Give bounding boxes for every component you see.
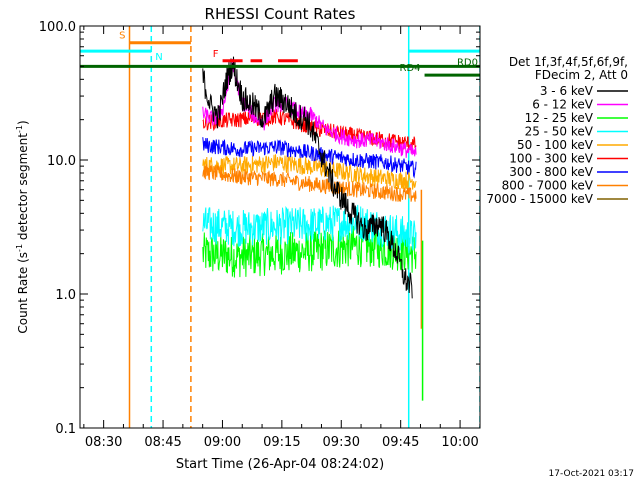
legend-label: 100 - 300 keV — [509, 152, 593, 166]
series-trace-800-7000-keV — [202, 164, 417, 202]
flag-labels: S N F RD0 RD4 — [119, 31, 478, 74]
legend-label: 800 - 7000 keV — [502, 179, 594, 193]
footer-timestamp: 17-Oct-2021 03:17 — [549, 469, 634, 479]
flag-label-rd4-7: RD4 — [400, 63, 421, 74]
legend: Det 1f,3f,4f,5f,6f,9f, FDecim 2, Att 0 3… — [486, 55, 628, 206]
legend-label: 3 - 6 keV — [540, 84, 594, 98]
plot-area — [80, 26, 480, 428]
x-tick-label: 09:00 — [204, 435, 241, 450]
series-trace-25-50-keV — [202, 204, 417, 254]
x-tick-label: 10:00 — [441, 435, 478, 450]
chart-title: RHESSI Count Rates — [205, 5, 356, 23]
legend-header-line-1: Det 1f,3f,4f,5f,6f,9f, — [509, 55, 628, 69]
y-tick-label: 100.0 — [39, 20, 76, 35]
series-trace-3-6-keV — [202, 56, 413, 299]
legend-label: 7000 - 15000 keV — [486, 192, 593, 206]
flag-label-n-2: N — [155, 52, 162, 63]
y-tick-label: 1.0 — [55, 288, 76, 303]
flag-label-rd0-6: RD0 — [457, 57, 478, 68]
x-tick-label: 08:45 — [144, 435, 181, 450]
y-tick-label: 0.1 — [55, 422, 76, 437]
plot-frame — [79, 25, 481, 429]
x-tick-label: 09:30 — [323, 435, 360, 450]
y-tick-label: 10.0 — [47, 154, 76, 169]
x-tick-label: 09:45 — [382, 435, 419, 450]
flag-label-f-4: F — [213, 49, 219, 60]
legend-header-line-2: FDecim 2, Att 0 — [535, 68, 628, 82]
y-axis-label: Count Rate (s-1 detector segment-1) — [15, 120, 30, 333]
legend-label: 50 - 100 keV — [517, 138, 594, 152]
legend-label: 300 - 800 keV — [509, 165, 593, 179]
legend-label: 25 - 50 keV — [525, 125, 594, 139]
x-tick-label: 09:15 — [263, 435, 300, 450]
flag-label-s-1: S — [119, 31, 125, 42]
y-axis: 0.1 1.0 10.0 100.0 — [39, 20, 480, 437]
x-axis: 08:30 08:45 09:00 09:15 09:30 09:45 10:00 — [83, 26, 481, 450]
x-tick-label: 08:30 — [85, 435, 122, 450]
legend-label: 12 - 25 keV — [525, 111, 594, 125]
series-trace-50-100-keV — [202, 154, 417, 190]
legend-label: 6 - 12 keV — [532, 98, 594, 112]
series-trace-300-800-keV — [202, 137, 417, 179]
x-axis-label: Start Time (26-Apr-04 08:24:02) — [176, 457, 384, 472]
